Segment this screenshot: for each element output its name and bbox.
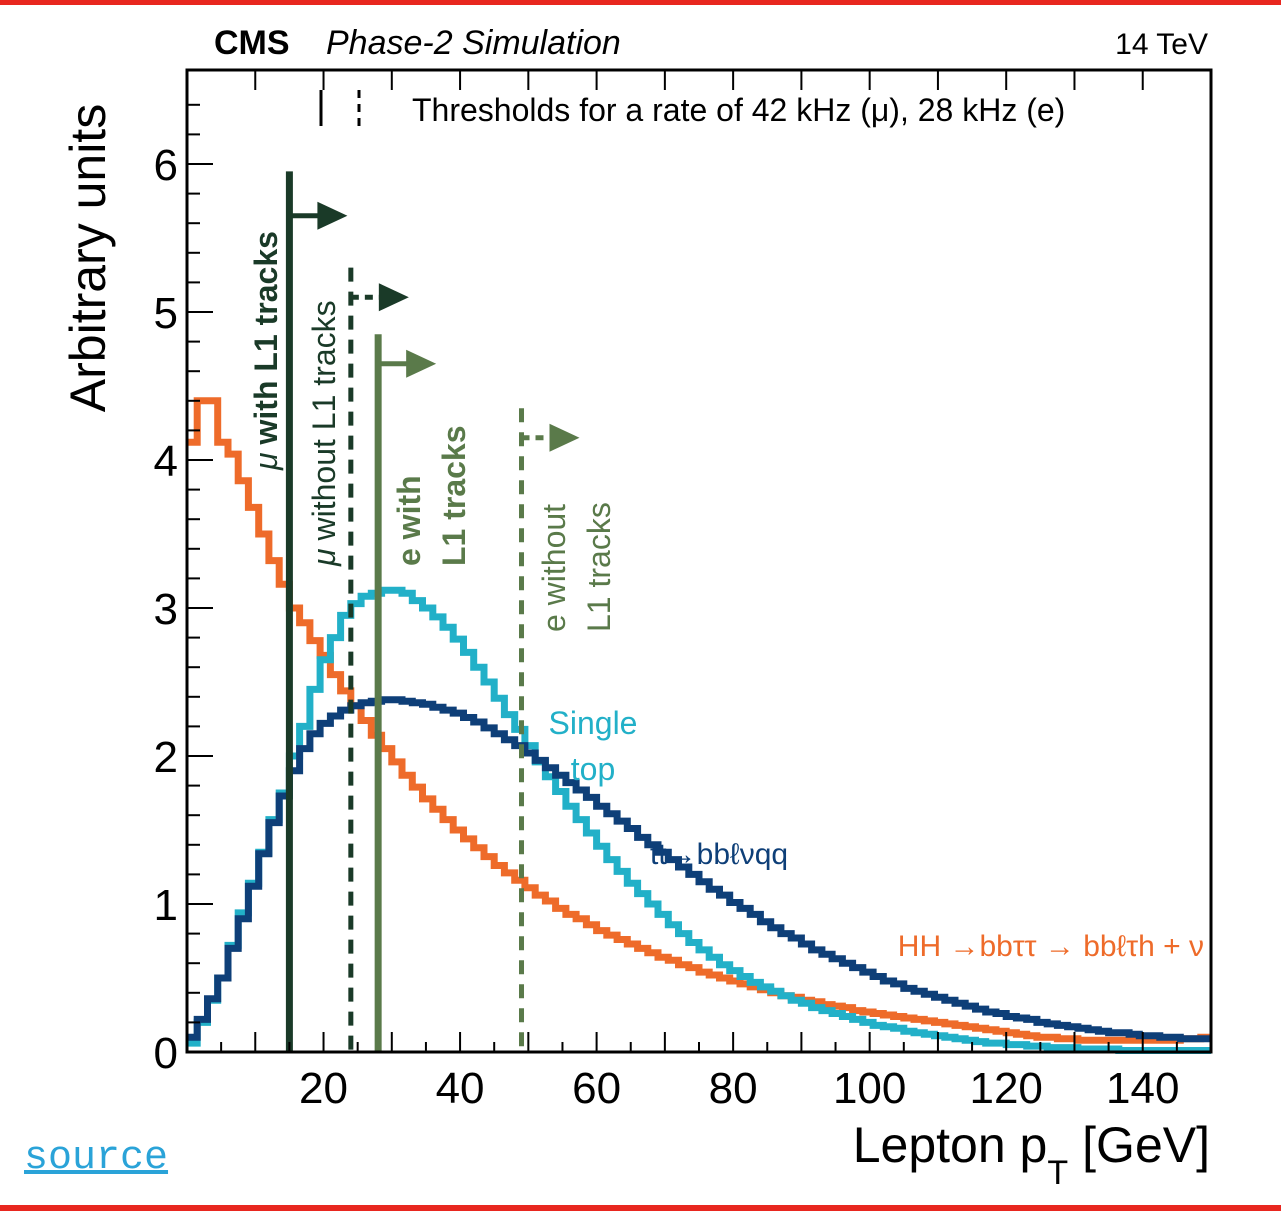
single-top-label-line1: Single	[549, 705, 638, 741]
y-axis-label: Arbitrary units	[60, 104, 116, 412]
x-tick-label: 100	[833, 1064, 906, 1113]
legend-text: Thresholds for a rate of 42 kHz (μ), 28 …	[412, 92, 1065, 128]
threshold-arrow-head-3	[549, 423, 580, 452]
axis-layer: 20 40 60 80 100 120 140 0 1 2 3 4 5 6	[154, 70, 1179, 1113]
mu-without-label: μ without L1 tracks	[306, 300, 342, 567]
series-line-1	[187, 586, 1211, 1054]
mu-without-symbol: μ	[306, 548, 342, 567]
y-tick-label: 1	[154, 881, 178, 930]
y-tick-label: 4	[154, 437, 178, 486]
mu-with-text: with L1 tracks	[248, 231, 284, 445]
source-link[interactable]: source	[24, 1136, 169, 1181]
x-tick-label: 120	[969, 1064, 1042, 1113]
x-tick-label: 140	[1106, 1064, 1179, 1113]
page-border-top	[0, 0, 1281, 5]
x-tick-label: 20	[299, 1064, 348, 1113]
e-with-label-line2: L1 tracks	[436, 425, 472, 566]
threshold-layer	[285, 171, 580, 1052]
y-tick-label: 2	[154, 733, 178, 782]
y-tick-label: 0	[154, 1029, 178, 1078]
e-without-label-line2: L1 tracks	[581, 502, 617, 632]
energy-label: 14 TeV	[1115, 28, 1208, 61]
page-border-bottom	[0, 1205, 1281, 1211]
y-tick-label: 5	[154, 289, 178, 338]
y-tick-label: 3	[154, 585, 178, 634]
experiment-label: CMS	[214, 24, 290, 62]
e-with-label-line1: e with	[391, 475, 427, 566]
threshold-arrow-head-0	[317, 201, 348, 230]
hh-label: HH →bbττ → bbℓτh + ν	[898, 930, 1204, 963]
x-tick-label: 40	[436, 1064, 485, 1113]
mu-with-symbol: μ	[248, 452, 284, 471]
threshold-arrow-head-2	[406, 349, 437, 378]
mu-without-text: without L1 tracks	[306, 300, 342, 541]
y-tick-label: 6	[154, 141, 178, 190]
threshold-arrow-head-1	[378, 283, 409, 312]
subtitle-label: Phase-2 Simulation	[326, 24, 621, 62]
e-without-label-line1: e without	[536, 504, 572, 632]
mu-with-label: μ with L1 tracks	[248, 231, 284, 471]
single-top-label-line2: top	[571, 751, 615, 787]
x-axis-label-unit: [GeV]	[1082, 1117, 1210, 1173]
x-tick-label: 80	[709, 1064, 758, 1113]
plot-frame	[185, 68, 1213, 1054]
x-axis-label-sub: T	[1047, 1154, 1068, 1192]
ttbar-label: tt→bbℓνqq	[650, 838, 788, 871]
x-tick-label: 60	[572, 1064, 621, 1113]
x-axis-label-main: Lepton p	[853, 1117, 1048, 1173]
x-axis-label: Lepton pT [GeV]	[853, 1117, 1210, 1192]
